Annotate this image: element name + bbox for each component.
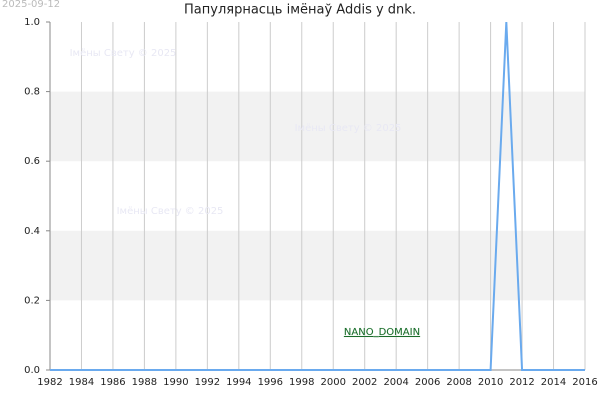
x-tick-label: 1990 bbox=[163, 377, 188, 388]
y-tick-label: 0.6 bbox=[24, 156, 40, 167]
x-tick-label: 2016 bbox=[572, 377, 597, 388]
x-tick-label: 2008 bbox=[446, 377, 471, 388]
chart-title: Папулярнасць імёнаў Addis у dnk. bbox=[184, 3, 416, 18]
watermark: Імёны Свету © 2025 bbox=[70, 48, 177, 59]
x-tick-label: 1986 bbox=[100, 377, 125, 388]
y-tick-label: 0.0 bbox=[24, 365, 40, 376]
x-tick-label: 2014 bbox=[541, 377, 566, 388]
x-tick-label: 2000 bbox=[321, 377, 346, 388]
x-tick-label: 1988 bbox=[132, 377, 157, 388]
watermark: Імёны Свету © 2025 bbox=[117, 206, 224, 217]
date-stamp: 2025-09-12 bbox=[2, 0, 60, 10]
data-line bbox=[50, 21, 585, 371]
x-tick-label: 2006 bbox=[415, 377, 440, 388]
y-tick-label: 0.2 bbox=[24, 295, 40, 306]
y-tick-label: 0.8 bbox=[24, 87, 40, 98]
x-tick-label: 1992 bbox=[195, 377, 220, 388]
x-tick-label: 1984 bbox=[69, 377, 94, 388]
y-tick-label: 1.0 bbox=[24, 17, 40, 28]
watermark: Імёны Свету © 2025 bbox=[295, 123, 402, 134]
x-tick-label: 2002 bbox=[352, 377, 377, 388]
x-tick-label: 2012 bbox=[509, 377, 534, 388]
y-tick-label: 0.4 bbox=[24, 226, 40, 237]
x-tick-label: 1982 bbox=[37, 377, 62, 388]
grid-band bbox=[50, 91, 585, 162]
x-tick-label: 2010 bbox=[478, 377, 503, 388]
x-tick-label: 1998 bbox=[289, 377, 314, 388]
x-tick-label: 2004 bbox=[383, 377, 408, 388]
grid-band bbox=[50, 230, 585, 301]
x-tick-label: 1996 bbox=[258, 377, 283, 388]
domain-label: NANO_DOMAIN bbox=[344, 327, 420, 338]
x-tick-label: 1994 bbox=[226, 377, 251, 388]
